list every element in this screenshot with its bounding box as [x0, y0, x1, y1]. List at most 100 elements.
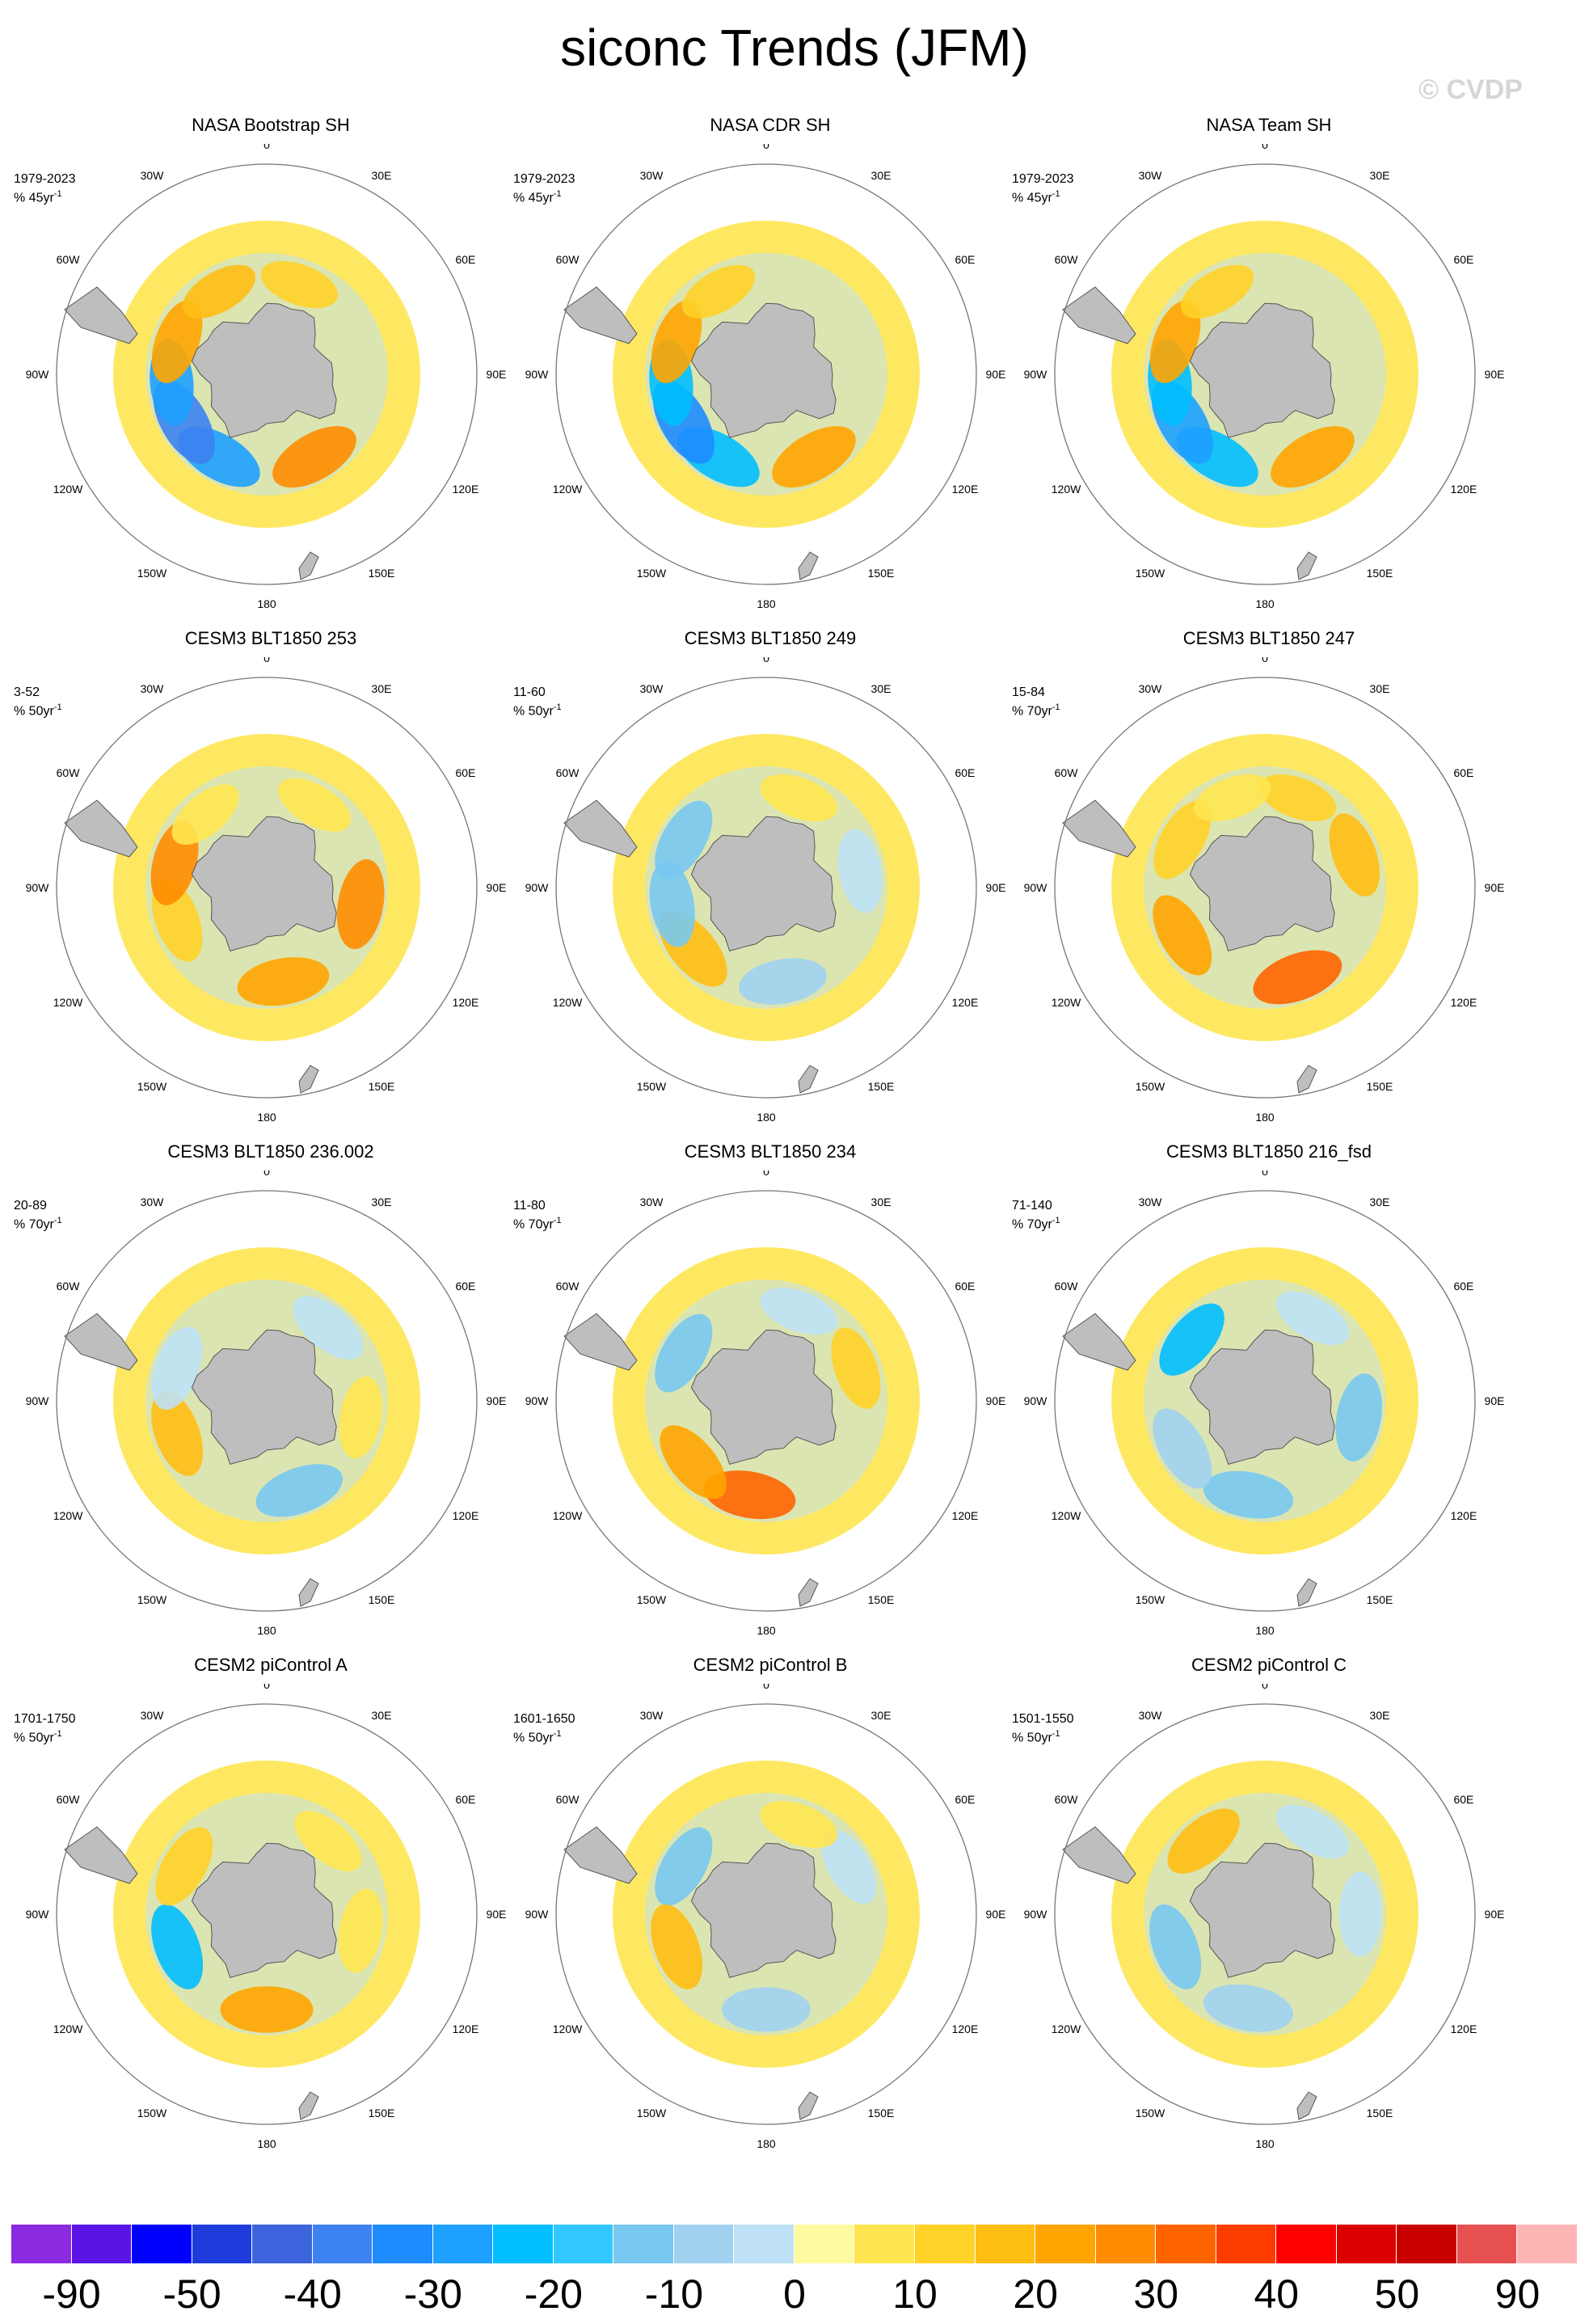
longitude-label: 0 [1262, 657, 1268, 664]
trend-anomaly-blob [821, 1828, 877, 1904]
longitude-label: 120E [453, 996, 479, 1009]
trend-anomaly-blob [277, 778, 352, 832]
colorbar-box [493, 2225, 554, 2263]
new-zealand-landmass [1296, 2091, 1317, 2120]
longitude-label: 90E [487, 1908, 507, 1921]
longitude-label: 90W [26, 881, 50, 894]
panel-unit-text: % 50yr [513, 704, 554, 719]
trend-anomaly-blob [722, 1987, 811, 2032]
longitude-label: 150E [1367, 1080, 1393, 1093]
map-panel: CESM3 BLT1850 234 11-80% 70yr-1 0 30E 60E 90E… [512, 1140, 1029, 1641]
map-panel: CESM3 BLT1850 253 3-52% 50yr-1 0 30E 60E 90E 1… [12, 626, 529, 1128]
longitude-label: 60W [556, 1280, 580, 1293]
longitude-label: 120E [952, 996, 979, 1009]
longitude-label: 30E [372, 1709, 392, 1722]
colorbar-box [1397, 2225, 1457, 2263]
colorbar-label: 90 [1494, 2271, 1541, 2317]
longitude-label: 150E [369, 1080, 395, 1093]
polar-map: 0 30E 60E 90E 120E 150E 180 150W 120W 90W 60W 30W [525, 144, 1006, 610]
panel-period: 11-80 [513, 1199, 546, 1213]
map-panel: NASA Team SH 1979-2023% 45yr-1 0 30E 60E 90E 1… [1010, 113, 1528, 614]
polar-map: 0 30E 60E 90E 120E 150E 180 150W 120W 90W 60W 30W [26, 1684, 507, 2150]
panel-unit: % 70yr-1 [14, 1213, 62, 1232]
new-zealand-landmass [298, 551, 319, 580]
map-boundary [56, 1703, 478, 2125]
colorbar [11, 2225, 1578, 2263]
longitude-label: 150E [868, 2107, 895, 2119]
colorbar-box [854, 2225, 915, 2263]
longitude-label: 0 [263, 1170, 270, 1178]
longitude-label: 120W [1052, 483, 1081, 496]
longitude-label: 90E [986, 368, 1006, 381]
longitude-label: 60W [556, 766, 580, 779]
trend-anomaly-blob [1203, 1984, 1294, 2032]
panel-title: NASA Team SH [1206, 115, 1332, 135]
map-boundary [1054, 677, 1476, 1099]
trend-anomaly-blob [155, 1827, 213, 1906]
panel-title: CESM2 piControl C [1191, 1655, 1347, 1675]
trend-anomaly-blob [651, 300, 702, 383]
trend-anomaly-blob [1153, 895, 1212, 976]
colorbar-box [192, 2225, 253, 2263]
map-panel: CESM2 piControl C 1501-1550% 50yr-1 0 30E 60… [1010, 1653, 1528, 2154]
panel-info: 1979-2023% 45yr-1 [1012, 171, 1074, 205]
longitude-label: 120W [553, 996, 583, 1009]
map-boundary [56, 1190, 478, 1612]
longitude-label: 30E [871, 1709, 891, 1722]
panel-title: CESM3 BLT1850 249 [684, 628, 857, 648]
colorbar-box [673, 2225, 735, 2263]
cvdp-watermark: © CVDP [1418, 74, 1523, 105]
longitude-label: 30W [1139, 1709, 1163, 1722]
colorbar-box [252, 2225, 313, 2263]
longitude-label: 180 [757, 2137, 776, 2150]
trend-anomaly-blob [220, 1986, 314, 2033]
longitude-label: 30E [372, 682, 392, 695]
longitude-label: 150W [137, 567, 167, 580]
panel-title: NASA Bootstrap SH [192, 115, 350, 135]
polar-map: 0 30E 60E 90E 120E 150E 180 150W 120W 90W 60W 30W [26, 657, 507, 1124]
longitude-label: 60E [955, 1793, 975, 1806]
trend-anomaly-blob [171, 784, 239, 846]
longitude-label: 30E [1370, 682, 1390, 695]
map-boundary [1054, 1703, 1476, 2125]
trend-anomaly-blob [760, 1288, 838, 1335]
panel-info: 1701-1750% 50yr-1 [14, 1711, 76, 1745]
panel-info: 1501-1550% 50yr-1 [1012, 1711, 1074, 1745]
longitude-label: 30E [1370, 169, 1390, 182]
south-america-landmass [563, 799, 638, 858]
longitude-label: 90E [986, 881, 1006, 894]
colorbar-box [613, 2225, 674, 2263]
longitude-label: 120W [1052, 996, 1081, 1009]
longitude-label: 30W [1139, 682, 1163, 695]
map-boundary [1054, 163, 1476, 585]
trend-anomaly-blob [649, 861, 695, 947]
map-boundary [555, 163, 977, 585]
longitude-label: 150W [1136, 567, 1165, 580]
longitude-label: 30E [1370, 1196, 1390, 1208]
panel-unit-exponent: -1 [553, 189, 562, 199]
panel-unit-text: % 70yr [14, 1217, 54, 1232]
map-panel: CESM3 BLT1850 216_fsd 71-140% 70yr-1 0 30E 6… [1010, 1140, 1528, 1641]
polar-map: 0 30E 60E 90E 120E 150E 180 150W 120W 90W 60W 30W [26, 1170, 507, 1637]
longitude-label: 90W [26, 368, 50, 381]
longitude-label: 120E [453, 483, 479, 496]
polar-map: 0 30E 60E 90E 120E 150E 180 150W 120W 90W 60W 30W [1024, 657, 1505, 1124]
longitude-label: 90W [26, 1394, 50, 1407]
new-zealand-landmass [1296, 1578, 1317, 1607]
longitude-label: 60E [455, 766, 475, 779]
longitude-label: 0 [263, 657, 270, 664]
longitude-label: 120E [952, 2022, 979, 2035]
panel-unit: % 70yr-1 [1012, 1213, 1060, 1232]
trend-anomaly-blob [1153, 800, 1212, 879]
trend-anomaly-blob [1180, 264, 1254, 318]
panel-period: 71-140 [1012, 1199, 1052, 1213]
panel-unit: % 45yr-1 [14, 187, 76, 205]
map-panel: CESM2 piControl B 1601-1650% 50yr-1 0 30E 60… [512, 1653, 1029, 2154]
colorbar-box [432, 2225, 494, 2263]
panel-title: CESM3 BLT1850 247 [1182, 628, 1355, 648]
longitude-label: 30W [640, 169, 664, 182]
longitude-label: 90W [26, 1908, 50, 1921]
colorbar-box [373, 2225, 433, 2263]
panel-info: 11-60% 50yr-1 [513, 685, 562, 719]
polar-map: 0 30E 60E 90E 120E 150E 180 150W 120W 90W 60W 30W [26, 144, 507, 610]
